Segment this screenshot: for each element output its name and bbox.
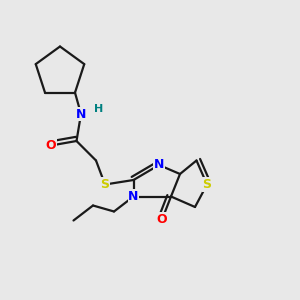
Text: N: N [128,190,139,203]
Text: H: H [94,104,103,115]
Text: N: N [154,158,164,172]
Text: S: S [100,178,109,191]
Text: S: S [202,178,211,191]
Text: O: O [46,139,56,152]
Text: N: N [76,107,86,121]
Text: O: O [157,213,167,226]
